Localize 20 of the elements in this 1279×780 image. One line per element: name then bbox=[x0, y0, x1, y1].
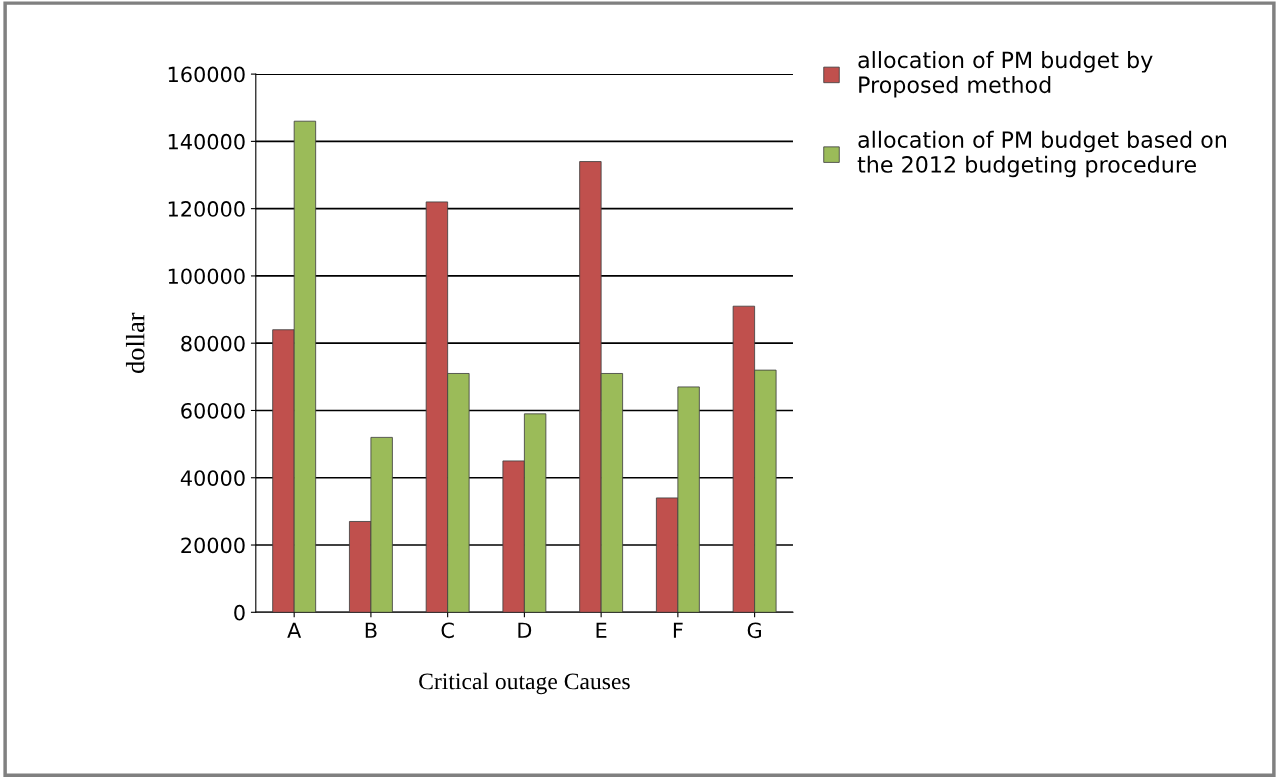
x-tick-label: E bbox=[596, 622, 607, 638]
y-axis-title: dollar bbox=[125, 312, 145, 374]
x-tick-label: D bbox=[518, 622, 532, 638]
y-tick-label: 120000 bbox=[168, 201, 245, 217]
y-tick-label: 160000 bbox=[168, 66, 245, 83]
y-tick-label: 20000 bbox=[181, 537, 245, 554]
y-tick-label: 40000 bbox=[180, 470, 245, 486]
legend-label: allocation of PM budget based on the 2012 budgeting procedure bbox=[857, 130, 1226, 178]
y-tick-label: 60000 bbox=[181, 402, 245, 419]
x-tick-label: F bbox=[673, 622, 683, 638]
x-tick-label: B bbox=[365, 622, 377, 638]
y-tick-label: 100000 bbox=[168, 268, 245, 285]
x-axis-title: Critical outage Causes bbox=[419, 672, 630, 695]
x-tick-label: G bbox=[747, 622, 761, 639]
y-tick-label: 80000 bbox=[181, 335, 245, 352]
x-tick-label: A bbox=[287, 622, 302, 638]
legend-label: allocation of PM budget by Proposed method bbox=[858, 51, 1153, 98]
x-tick-label: C bbox=[441, 622, 454, 639]
y-tick-label: 0 bbox=[234, 604, 245, 621]
y-tick-label: 140000 bbox=[168, 133, 245, 150]
